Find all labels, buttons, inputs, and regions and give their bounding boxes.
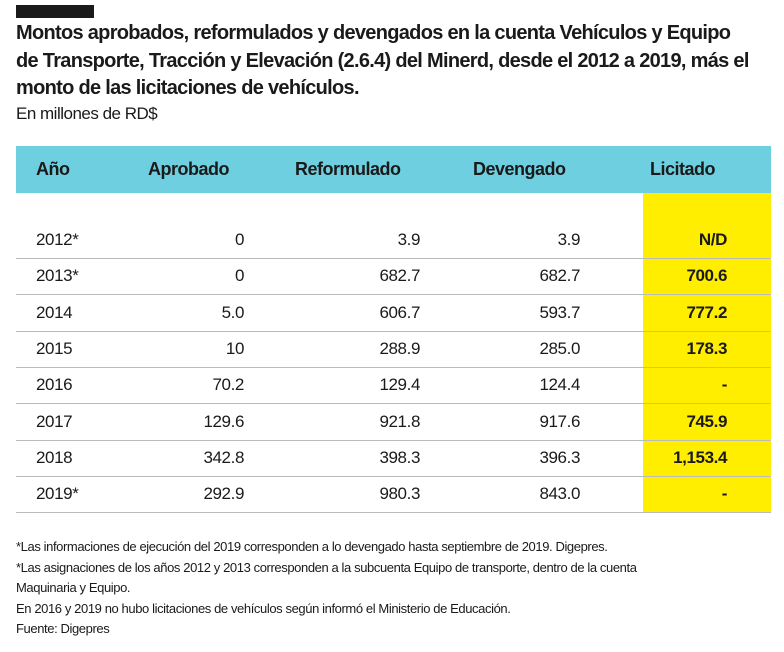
table-row: 2015 10 288.9 285.0 178.3 (16, 331, 771, 368)
cell-aprobado: 10 (225, 338, 245, 358)
cell-reformulado: 980.3 (379, 484, 420, 504)
header-reformulado: Reformulado (295, 159, 401, 179)
cell-year: 2017 (36, 411, 73, 431)
cell-year: 2012* (36, 230, 79, 249)
header-devengado: Devengado (473, 159, 566, 179)
cell-aprobado: 70.2 (212, 375, 245, 395)
cell-reformulado: 129.4 (379, 375, 420, 395)
source: Fuente: Digepres (16, 621, 110, 636)
cell-reformulado: 3.9 (397, 230, 421, 249)
chart-title: Montos aprobados, reformulados y devenga… (16, 22, 749, 99)
cell-licitado: 700.6 (686, 266, 727, 286)
cell-reformulado: 682.7 (379, 266, 420, 286)
cell-aprobado: 0 (234, 230, 244, 249)
table-row: 2012* 0 3.9 3.9 N/D (16, 222, 771, 259)
header-aprobado: Aprobado (148, 159, 230, 179)
cell-reformulado: 606.7 (379, 302, 420, 322)
footnote: Maquinaria y Equipo. (16, 580, 131, 595)
cell-licitado: 178.3 (686, 338, 727, 358)
cell-year: 2018 (36, 447, 73, 467)
header-licitado: Licitado (650, 159, 716, 179)
table-row: 2019* 292.9 980.3 843.0 - (16, 476, 771, 514)
cell-devengado: 843.0 (539, 484, 580, 504)
table-row: 2013* 0 682.7 682.7 700.6 (16, 258, 771, 296)
decorative-bar (16, 5, 94, 18)
cell-licitado: - (721, 484, 728, 504)
cell-licitado: N/D (698, 230, 727, 249)
cell-devengado: 285.0 (539, 338, 580, 358)
cell-year: 2016 (36, 375, 73, 395)
cell-licitado: 1,153.4 (673, 447, 727, 467)
cell-aprobado: 0 (234, 266, 244, 286)
footnotes: *Las informaciones de ejecución del 2019… (16, 537, 637, 640)
cell-year: 2014 (36, 302, 73, 322)
cell-reformulado: 398.3 (379, 447, 420, 467)
cell-year: 2013* (36, 266, 79, 286)
footnote: *Las informaciones de ejecución del 2019… (16, 539, 608, 554)
header-year: Año (36, 159, 70, 179)
cell-devengado: 917.6 (539, 411, 580, 431)
cell-reformulado: 921.8 (379, 411, 420, 431)
licitado-highlight (643, 193, 771, 512)
cell-devengado: 682.7 (539, 266, 580, 286)
cell-aprobado: 5.0 (221, 302, 245, 322)
cell-aprobado: 292.9 (203, 484, 244, 504)
cell-year: 2015 (36, 338, 73, 358)
footnote: *Las asignaciones de los años 2012 y 201… (16, 559, 637, 575)
table-row: 2017 129.6 921.8 917.6 745.9 (16, 404, 771, 441)
cell-aprobado: 342.8 (203, 447, 244, 467)
cell-devengado: 3.9 (557, 230, 581, 249)
cell-licitado: - (721, 375, 728, 395)
cell-devengado: 593.7 (539, 302, 580, 322)
table-row: 2018 342.8 398.3 396.3 1,153.4 (16, 440, 771, 477)
chart-subtitle: En millones de RD$ (16, 104, 158, 123)
footnote: En 2016 y 2019 no hubo licitaciones de v… (16, 600, 511, 616)
cell-reformulado: 288.9 (379, 338, 420, 358)
cell-licitado: 777.2 (686, 302, 727, 322)
table-header: Año Aprobado Reformulado Devengado Licit… (16, 146, 771, 193)
cell-devengado: 396.3 (539, 447, 580, 467)
cell-licitado: 745.9 (686, 411, 727, 431)
cell-devengado: 124.4 (539, 375, 580, 395)
cell-year: 2019* (36, 484, 79, 504)
cell-aprobado: 129.6 (203, 411, 244, 431)
table-row: 2014 5.0 606.7 593.7 777.2 (16, 295, 771, 332)
table-row: 2016 70.2 129.4 124.4 - (16, 367, 771, 405)
